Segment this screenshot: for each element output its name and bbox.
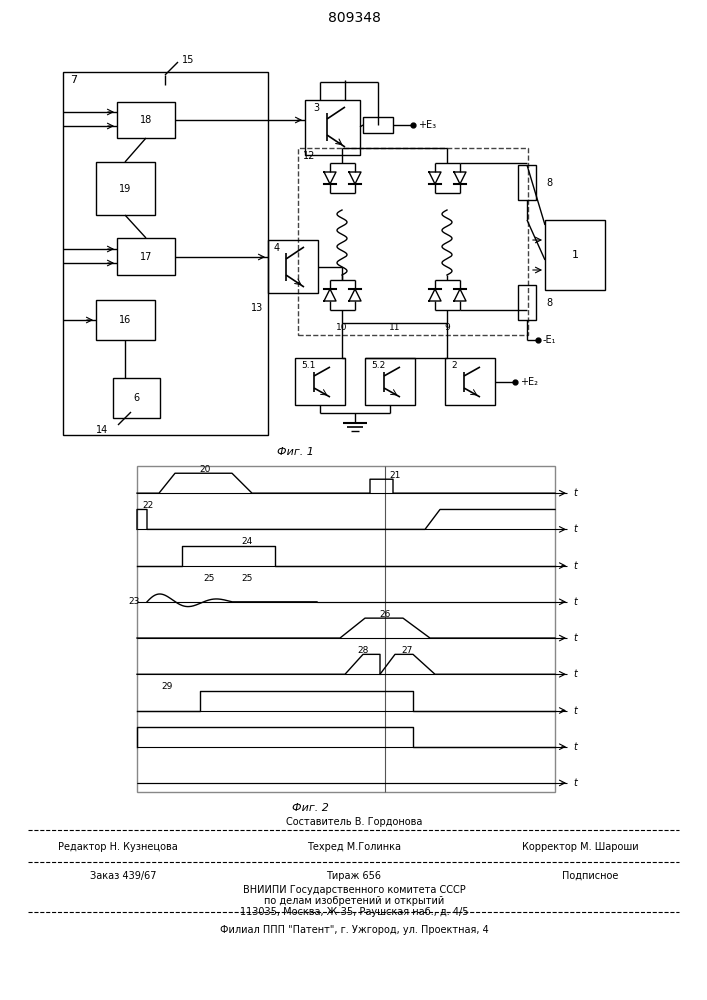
Text: t: t	[573, 488, 577, 498]
Text: 5.1: 5.1	[301, 360, 315, 369]
Text: Корректор М. Шароши: Корректор М. Шароши	[522, 842, 638, 852]
Text: 17: 17	[140, 252, 152, 262]
Text: 11: 11	[390, 322, 401, 332]
Text: 18: 18	[140, 115, 152, 125]
Text: Заказ 439/67: Заказ 439/67	[90, 871, 156, 881]
Text: 8: 8	[546, 298, 552, 308]
Text: t: t	[573, 742, 577, 752]
Text: 3: 3	[313, 103, 319, 113]
Text: t: t	[573, 778, 577, 788]
Bar	[518, 285, 536, 320]
Text: 15: 15	[182, 55, 194, 65]
Text: 5.2: 5.2	[371, 360, 385, 369]
Bar	[113, 378, 160, 418]
Text: 16: 16	[119, 315, 131, 325]
Text: 22: 22	[142, 501, 153, 510]
Text: Фиг. 2: Фиг. 2	[291, 803, 329, 813]
Text: 4: 4	[274, 243, 280, 253]
Text: 26: 26	[380, 610, 391, 619]
Text: +E₃: +E₃	[418, 120, 436, 130]
Text: по делам изобретений и открытий: по делам изобретений и открытий	[264, 896, 444, 906]
Text: 7: 7	[70, 75, 77, 85]
Bar	[137, 466, 555, 792]
Bar	[445, 358, 495, 405]
Text: -E₁: -E₁	[543, 335, 556, 345]
Bar	[545, 220, 605, 290]
Text: 27: 27	[402, 646, 413, 655]
Text: t: t	[573, 524, 577, 534]
Text: 23: 23	[129, 597, 140, 606]
Bar	[96, 162, 155, 215]
Text: 12: 12	[303, 151, 315, 161]
Bar	[305, 100, 360, 155]
Text: 113035, Москва, Ж-35, Раушская наб., д. 4/5: 113035, Москва, Ж-35, Раушская наб., д. …	[240, 907, 468, 917]
Text: 1: 1	[571, 250, 578, 260]
Bar	[363, 117, 393, 133]
Text: Редактор Н. Кузнецова: Редактор Н. Кузнецова	[58, 842, 178, 852]
Text: 19: 19	[119, 184, 131, 194]
Bar	[518, 165, 536, 200]
Text: 25: 25	[241, 574, 252, 583]
Text: t: t	[573, 597, 577, 607]
Text: 21: 21	[390, 471, 401, 480]
Text: 29: 29	[161, 682, 173, 691]
Bar	[96, 300, 155, 340]
Text: Фиг. 1: Фиг. 1	[276, 447, 313, 457]
Bar	[295, 358, 345, 405]
Text: 13: 13	[251, 303, 263, 313]
Text: 14: 14	[95, 425, 108, 435]
Text: Техред М.Голинка: Техред М.Голинка	[307, 842, 401, 852]
Bar	[117, 102, 175, 138]
Bar	[365, 358, 415, 405]
Text: t: t	[573, 561, 577, 571]
Text: t: t	[573, 669, 577, 679]
Bar	[298, 148, 528, 335]
Text: ВНИИПИ Государственного комитета СССР: ВНИИПИ Государственного комитета СССР	[243, 885, 465, 895]
Text: 25: 25	[204, 574, 215, 583]
Text: Составитель В. Гордонова: Составитель В. Гордонова	[286, 817, 422, 827]
Text: 28: 28	[357, 646, 368, 655]
Text: 20: 20	[199, 465, 211, 474]
Text: +E₂: +E₂	[520, 377, 538, 387]
Bar	[117, 238, 175, 275]
Bar	[63, 72, 268, 435]
Text: 2: 2	[451, 360, 457, 369]
Text: t: t	[573, 633, 577, 643]
Text: Филиал ППП "Патент", г. Ужгород, ул. Проектная, 4: Филиал ППП "Патент", г. Ужгород, ул. Про…	[220, 925, 489, 935]
Text: 9: 9	[444, 322, 450, 332]
Bar	[268, 240, 318, 293]
Text: 8: 8	[546, 178, 552, 188]
Text: Подписное: Подписное	[562, 871, 618, 881]
Text: 6: 6	[133, 393, 139, 403]
Text: 809348: 809348	[327, 11, 380, 25]
Text: Тираж 656: Тираж 656	[327, 871, 382, 881]
Text: 24: 24	[241, 537, 252, 546]
Text: 10: 10	[337, 322, 348, 332]
Text: t: t	[573, 706, 577, 716]
